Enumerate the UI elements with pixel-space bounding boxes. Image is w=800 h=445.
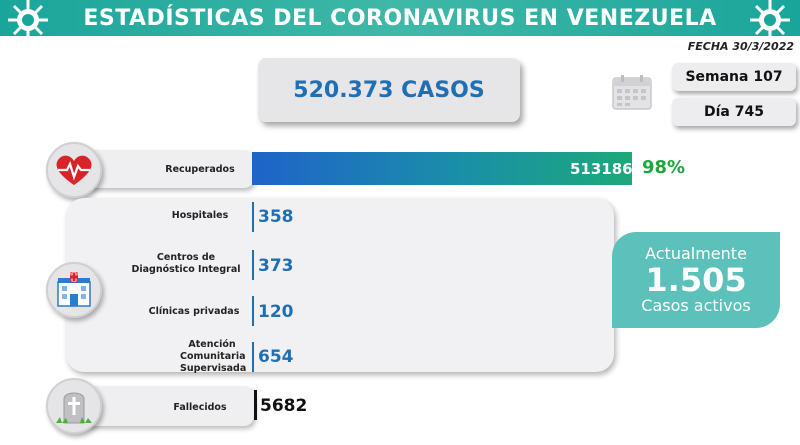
header-banner: ESTADÍSTICAS DEL CORONAVIRUS EN VENEZUEL… <box>0 0 800 36</box>
private-clinics-value: 120 <box>258 302 294 322</box>
active-cases-box: Actualmente 1.505 Casos activos <box>612 232 780 328</box>
recovered-percent: 98% <box>642 157 686 178</box>
day-badge: Día 745 <box>672 98 796 126</box>
recovered-bar <box>252 152 632 185</box>
recovered-value: 513186 <box>570 160 633 178</box>
recovered-icon-circle <box>46 142 102 198</box>
community-care-divider <box>252 342 254 372</box>
calendar-icon <box>612 75 652 110</box>
recovered-label: Recuperados <box>165 164 235 175</box>
active-cases-value: 1.505 <box>645 261 747 299</box>
private-clinics-divider <box>252 296 254 326</box>
deaths-icon-circle <box>46 378 102 434</box>
tombstone-icon <box>56 392 92 424</box>
hospital-icon <box>57 272 91 307</box>
cdi-divider <box>252 250 254 280</box>
heart-pulse-icon <box>56 155 92 185</box>
active-cases-heading: Actualmente <box>645 244 747 263</box>
deaths-value: 5682 <box>260 396 308 416</box>
page-title: ESTADÍSTICAS DEL CORONAVIRUS EN VENEZUEL… <box>83 6 717 31</box>
cdi-label: Centros de Diagnóstico Integral <box>131 252 241 275</box>
hospitals-divider <box>252 202 254 232</box>
hospitalization-panel <box>66 198 614 372</box>
cdi-value: 373 <box>258 256 294 276</box>
total-cases-value: 520.373 CASOS <box>293 77 485 103</box>
virus-icon <box>750 0 790 36</box>
private-clinics-label: Clínicas privadas <box>148 306 240 317</box>
deaths-label: Fallecidos <box>173 402 227 413</box>
community-care-label: Atención Comunitaria Supervisada <box>180 339 247 374</box>
hospitals-label: Hospitales <box>171 210 229 221</box>
report-date: FECHA 30/3/2022 <box>687 40 794 53</box>
deaths-divider <box>254 390 257 420</box>
hospitals-value: 358 <box>258 207 294 227</box>
active-cases-caption: Casos activos <box>641 296 751 315</box>
week-badge: Semana 107 <box>672 63 796 91</box>
hospital-icon-circle <box>46 262 102 318</box>
virus-icon <box>8 0 48 36</box>
total-cases-box: 520.373 CASOS <box>258 58 520 122</box>
community-care-value: 654 <box>258 347 294 367</box>
